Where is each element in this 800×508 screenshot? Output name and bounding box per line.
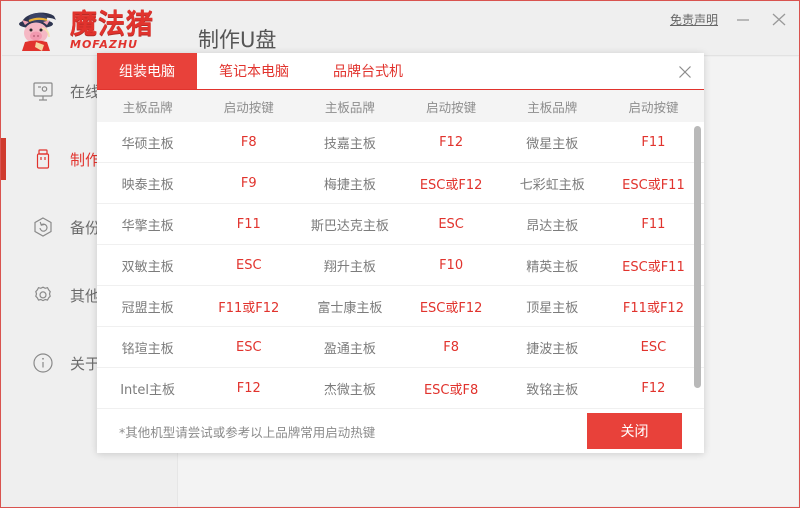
cell-key: ESC或F12 <box>419 177 483 193</box>
modal-close-icon[interactable] <box>672 59 698 85</box>
info-circle-icon <box>30 350 56 376</box>
cell-brand: 华硕主板 <box>121 136 174 152</box>
cell-brand: 盈通主板 <box>323 341 376 357</box>
cell-brand: 双敏主板 <box>121 259 174 275</box>
tab-laptop[interactable]: 笔记本电脑 <box>219 64 289 80</box>
column-header: 主板品牌 <box>324 99 375 115</box>
close-modal-button[interactable]: 关闭 <box>587 413 682 449</box>
gear-icon <box>30 282 56 308</box>
cell-key: F10 <box>439 257 464 273</box>
page-title: 制作U盘 <box>198 28 277 52</box>
cell-key: F12 <box>236 380 261 396</box>
column-header: 启动按键 <box>223 99 274 115</box>
column-header: 主板品牌 <box>527 99 578 115</box>
logo-text-cn: 魔法猪 <box>70 8 154 40</box>
cell-brand: 昂达主板 <box>526 218 579 234</box>
cell-brand: 技嘉主板 <box>323 136 376 152</box>
cell-key: ESC <box>640 339 667 355</box>
cell-brand: 微星主板 <box>526 136 579 152</box>
cell-brand: 翔升主板 <box>323 259 376 275</box>
cell-key: ESC或F8 <box>423 382 479 398</box>
cell-key: F11或F12 <box>218 300 280 316</box>
minimize-button[interactable] <box>732 9 754 29</box>
table-row: 映泰主板 F9 梅捷主板 ESC或F12 七彩虹主板 ESC或F11 <box>97 163 704 204</box>
cell-key: F11 <box>236 216 261 232</box>
cell-brand: 斯巴达克主板 <box>310 218 389 234</box>
modal-footer: *其他机型请尝试或参考以上品牌常用启动热键 关闭 <box>97 410 704 452</box>
cell-brand: 梅捷主板 <box>323 177 376 193</box>
cell-key: F8 <box>443 339 459 355</box>
titlebar: 魔法猪 MOFAZHU 制作U盘 免责声明 <box>2 2 799 56</box>
cell-key: F12 <box>439 134 464 150</box>
tab-assembled-pc[interactable]: 组装电脑 <box>97 53 197 89</box>
table-row: 华硕主板 F8 技嘉主板 F12 微星主板 F11 <box>97 122 704 163</box>
scrollbar-thumb[interactable] <box>694 126 701 388</box>
column-header: 启动按键 <box>426 99 477 115</box>
cell-brand: 捷波主板 <box>526 341 579 357</box>
close-window-button[interactable] <box>768 9 790 29</box>
table-row: 双敏主板 ESC 翔升主板 F10 精英主板 ESC或F11 <box>97 245 704 286</box>
cell-key: F8 <box>240 134 257 150</box>
table-row: 铭瑄主板 ESC 盈通主板 F8 捷波主板 ESC <box>97 327 704 368</box>
backup-restore-icon <box>30 214 56 240</box>
table-row: 华擎主板 F11 斯巴达克主板 ESC 昂达主板 F11 <box>97 204 704 245</box>
cell-key: ESC或F11 <box>622 259 685 275</box>
app-logo: 魔法猪 MOFAZHU <box>16 8 154 52</box>
cell-brand: Intel主板 <box>120 382 175 398</box>
modal-tab-bar: 组装电脑 笔记本电脑 品牌台式机 <box>97 53 704 90</box>
tab-brand-desktop[interactable]: 品牌台式机 <box>333 64 403 80</box>
cell-brand: 精英主板 <box>526 259 579 275</box>
cell-key: F11或F12 <box>622 300 684 316</box>
titlebar-controls: 免责声明 <box>670 8 790 30</box>
table-scrollbar[interactable] <box>694 126 701 404</box>
pig-mascot-icon <box>16 8 68 52</box>
cell-brand: 顶星主板 <box>526 300 579 316</box>
cell-key: F11 <box>641 216 666 232</box>
footer-note: *其他机型请尝试或参考以上品牌常用启动热键 <box>119 424 376 440</box>
table-row: 冠盟主板 F11或F12 富士康主板 ESC或F12 顶星主板 F11或F12 <box>97 286 704 327</box>
cell-key: F12 <box>641 380 666 396</box>
cell-brand: 七彩虹主板 <box>519 177 585 193</box>
table-row: Intel主板 F12 杰微主板 ESC或F8 致铭主板 F12 <box>97 368 704 409</box>
cell-key: F9 <box>240 175 257 191</box>
monitor-icon <box>30 78 56 104</box>
cell-key: ESC <box>438 216 464 232</box>
boot-hotkey-modal: 组装电脑 笔记本电脑 品牌台式机 主板品牌 启动按键 主板品牌 启动按键 主板品… <box>97 53 704 453</box>
cell-brand: 映泰主板 <box>121 177 174 193</box>
cell-brand: 华擎主板 <box>121 218 174 234</box>
cell-key: F11 <box>641 134 666 150</box>
cell-key: ESC或F11 <box>622 177 685 193</box>
disclaimer-link[interactable]: 免责声明 <box>669 12 718 27</box>
cell-key: ESC <box>235 257 262 273</box>
logo-text-en: MOFAZHU <box>70 37 139 51</box>
table-header-row: 主板品牌 启动按键 主板品牌 启动按键 主板品牌 启动按键 <box>97 90 704 122</box>
active-indicator <box>1 138 6 180</box>
cell-brand: 杰微主板 <box>323 382 376 398</box>
cell-brand: 铭瑄主板 <box>121 341 174 357</box>
column-header: 启动按键 <box>628 99 679 115</box>
cell-brand: 冠盟主板 <box>121 300 174 316</box>
cell-brand: 致铭主板 <box>526 382 579 398</box>
hotkey-table-body: 华硕主板 F8 技嘉主板 F12 微星主板 F11 映泰主板 F9 梅捷主板 E… <box>97 122 704 410</box>
usb-drive-icon <box>30 146 56 172</box>
cell-key: ESC或F12 <box>419 300 483 316</box>
cell-brand: 富士康主板 <box>317 300 383 316</box>
column-header: 主板品牌 <box>122 99 173 115</box>
cell-key: ESC <box>235 339 262 355</box>
